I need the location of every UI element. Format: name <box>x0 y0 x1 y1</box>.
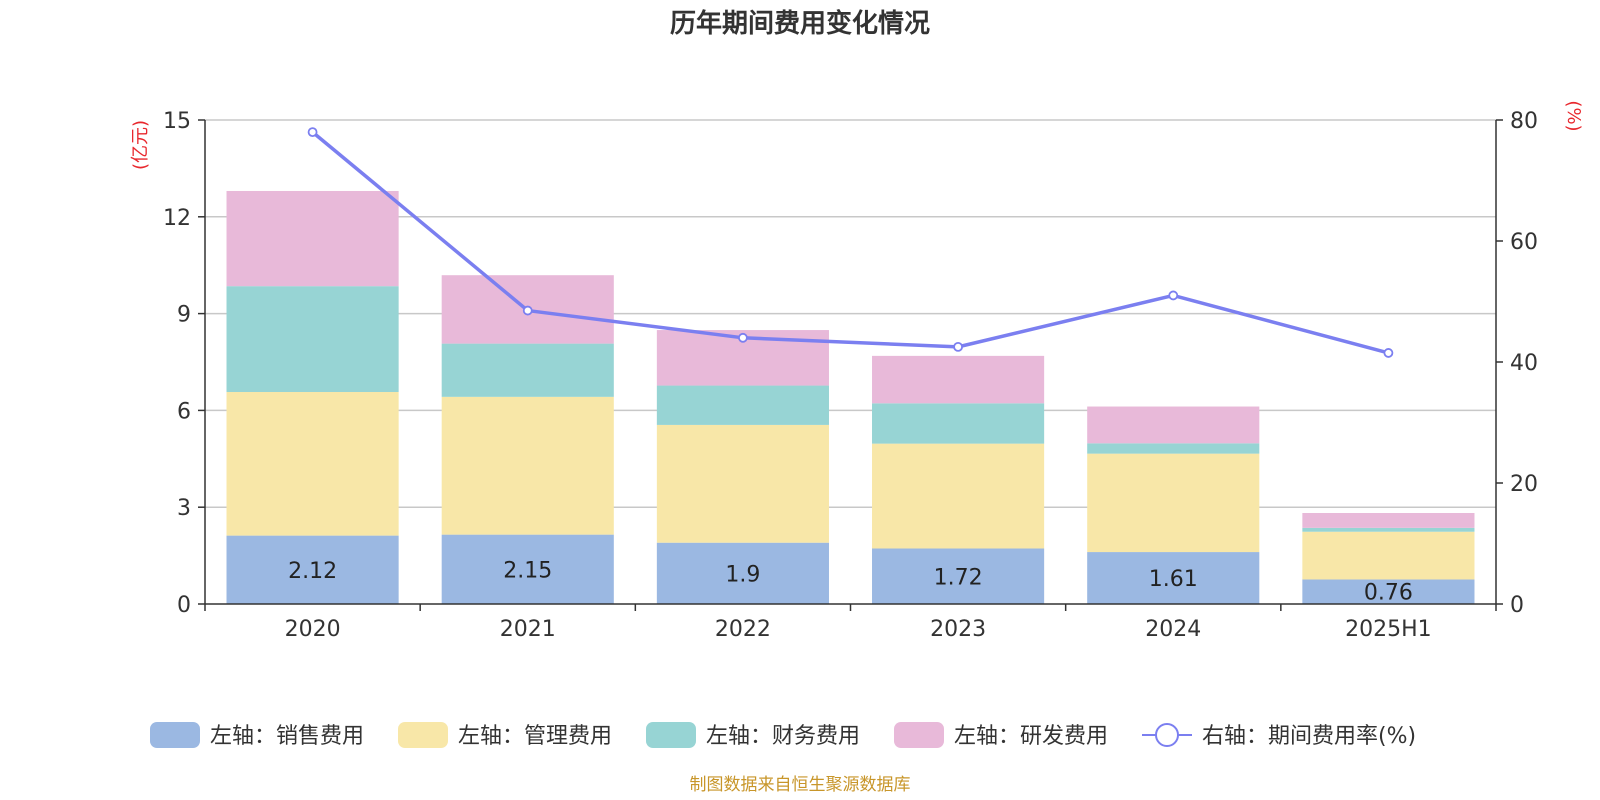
bar-segment <box>1087 443 1260 454</box>
rate-point <box>953 341 963 352</box>
left-tick-label: 6 <box>177 399 191 424</box>
source-note: 制图数据来自恒生聚源数据库 <box>690 775 911 795</box>
rate-line-path <box>311 130 1389 355</box>
left-axis-unit: (亿元) <box>130 120 151 170</box>
data-labels: 2.12 2.15 1.9 1.72 1.61 0.76 <box>288 558 1413 605</box>
bars <box>226 190 1475 604</box>
bar-data-label: 2.15 <box>503 558 552 583</box>
legend-label: 左轴：研发费用 <box>954 724 1108 749</box>
bar-segment <box>1087 552 1260 604</box>
bar-segment <box>656 424 829 543</box>
left-tick-label: 15 <box>163 109 191 134</box>
x-tick-label: 2022 <box>715 617 771 642</box>
right-tick-label: 80 <box>1510 109 1538 134</box>
bar-segment <box>656 385 829 425</box>
bar-segment <box>1302 527 1475 532</box>
bar-segment <box>441 343 614 397</box>
rate-point <box>307 127 318 138</box>
right-axis-unit: (%) <box>1563 100 1584 131</box>
legend-swatch <box>398 722 448 748</box>
bar-segment <box>226 286 399 393</box>
legend-item[interactable]: 左轴：管理费用 <box>398 722 612 749</box>
legend-item[interactable]: 左轴：销售费用 <box>150 722 364 749</box>
bar-segment <box>1087 406 1260 444</box>
right-tick-label: 40 <box>1510 351 1538 376</box>
legend-item[interactable]: 左轴：财务费用 <box>646 722 860 749</box>
legend-swatch <box>646 722 696 748</box>
legend-label: 右轴：期间费用率(%) <box>1202 724 1416 749</box>
x-tick-label: 2020 <box>285 617 341 642</box>
legend-item[interactable]: 右轴：期间费用率(%) <box>1142 723 1416 749</box>
bar-segment <box>441 396 614 535</box>
bar-segment <box>441 534 614 604</box>
axes: 0 3 6 9 12 15 0 20 40 60 80 2020 2021 2022 2023 2024 202… <box>163 109 1538 642</box>
bar-data-label: 2.12 <box>288 559 337 584</box>
x-tick-label: 2023 <box>930 617 986 642</box>
x-tick-label: 2021 <box>500 617 556 642</box>
x-tick-label: 2025H1 <box>1345 617 1432 642</box>
rate-line <box>307 127 1394 358</box>
bar-segment <box>872 443 1045 549</box>
left-tick-label: 3 <box>177 496 191 521</box>
bar-data-label: 0.76 <box>1364 581 1413 606</box>
legend-swatch <box>894 722 944 748</box>
x-tick-label: 2024 <box>1145 617 1201 642</box>
bar-data-label: 1.9 <box>725 562 760 587</box>
rate-point <box>522 305 533 316</box>
bar-segment <box>872 355 1045 404</box>
legend[interactable]: 左轴：销售费用 左轴：管理费用 左轴：财务费用 左轴：研发费用 右轴：期间费用率(%) <box>150 722 1416 749</box>
bar-data-label: 1.72 <box>934 565 983 590</box>
chart-title: 历年期间费用变化情况 <box>670 8 930 39</box>
legend-swatch <box>150 722 200 748</box>
bar-segment <box>1302 513 1475 528</box>
bar-segment <box>656 542 829 604</box>
bar-segment <box>872 548 1045 604</box>
right-tick-label: 20 <box>1510 472 1538 497</box>
bar-segment <box>226 190 399 287</box>
right-tick-label: 0 <box>1510 593 1524 618</box>
legend-label: 左轴：财务费用 <box>706 724 860 749</box>
rate-point <box>1383 348 1394 358</box>
bar-segment <box>1302 531 1475 580</box>
grid <box>205 119 1496 508</box>
left-tick-label: 9 <box>177 303 191 328</box>
rate-point <box>738 332 748 343</box>
legend-item[interactable]: 左轴：研发费用 <box>894 722 1108 749</box>
right-tick-label: 60 <box>1510 230 1538 255</box>
rate-point <box>1168 290 1179 301</box>
bar-segment <box>1087 453 1260 553</box>
bar-segment <box>226 392 399 536</box>
left-tick-label: 12 <box>163 206 191 231</box>
legend-circle-swatch <box>1155 723 1179 747</box>
bar-segment <box>226 535 399 604</box>
legend-label: 左轴：销售费用 <box>210 724 364 749</box>
bar-segment <box>1302 579 1475 604</box>
left-tick-label: 0 <box>177 593 191 618</box>
bar-data-label: 1.61 <box>1149 567 1198 592</box>
bar-segment <box>872 403 1045 444</box>
legend-label: 左轴：管理费用 <box>458 724 612 749</box>
